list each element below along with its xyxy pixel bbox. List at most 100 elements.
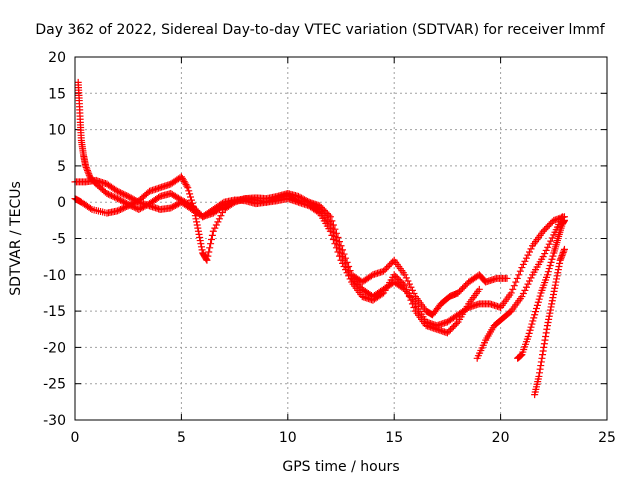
data-point [537, 358, 545, 366]
data-point [544, 243, 552, 251]
data-point [127, 202, 135, 210]
data-point [346, 275, 354, 283]
data-point [545, 265, 553, 273]
data-point [547, 219, 555, 227]
data-point [539, 351, 547, 359]
x-tick-label: 10 [279, 430, 297, 446]
data-point [536, 365, 544, 373]
data-point [329, 228, 337, 236]
data-point [334, 233, 342, 241]
chart-title: Day 362 of 2022, Sidereal Day-to-day VTE… [35, 22, 605, 38]
data-point [451, 321, 459, 329]
data-point [206, 244, 214, 252]
data-point [551, 284, 559, 292]
data-point [522, 254, 530, 262]
data-point [378, 290, 386, 298]
data-point [132, 197, 140, 205]
data-point [396, 277, 404, 285]
data-point [339, 246, 347, 254]
data-point [193, 221, 201, 229]
data-point [553, 275, 561, 283]
data-point [560, 247, 568, 255]
data-point [407, 296, 415, 304]
data-point [84, 168, 92, 176]
data-point [114, 195, 122, 203]
data-point [196, 233, 204, 241]
data-point [537, 362, 545, 370]
data-point [405, 293, 413, 301]
data-point [114, 187, 122, 195]
data-point [197, 240, 205, 248]
data-point [460, 283, 468, 291]
data-point [530, 314, 538, 322]
data-point [408, 286, 416, 294]
data-point [132, 204, 140, 212]
data-point [539, 347, 547, 355]
data-point [167, 204, 175, 212]
y-tick-label: -15 [43, 304, 66, 320]
data-point [475, 285, 483, 293]
data-point [334, 248, 342, 256]
x-tick-label: 5 [177, 430, 186, 446]
data-point [328, 231, 336, 239]
y-tick-label: 10 [48, 123, 66, 139]
data-point [462, 281, 470, 289]
data-point [381, 266, 389, 274]
grid-lines [75, 57, 607, 420]
data-point [402, 274, 410, 282]
data-point [535, 295, 543, 303]
data-point [123, 200, 131, 208]
data-point [118, 205, 126, 213]
data-point [331, 232, 339, 240]
data-point [335, 238, 343, 246]
data-point [546, 261, 554, 269]
data-point [393, 274, 401, 282]
data-point [399, 280, 407, 288]
data-point [127, 194, 135, 202]
data-point [390, 271, 398, 279]
data-point [556, 259, 564, 267]
data-point [335, 252, 343, 260]
data-point [135, 205, 143, 213]
data-point [109, 192, 117, 200]
y-tick-label: -5 [52, 232, 66, 248]
data-point [549, 252, 557, 260]
data-point [522, 283, 530, 291]
data-point [521, 286, 529, 294]
data-point [204, 252, 212, 260]
data-point [401, 271, 409, 279]
data-point [339, 259, 347, 267]
data-point [526, 326, 534, 334]
data-point [367, 272, 375, 280]
data-point [402, 285, 410, 293]
data-point [185, 187, 193, 195]
data-point [555, 263, 563, 271]
data-point [524, 251, 532, 259]
data-point [340, 263, 348, 271]
data-point [525, 248, 533, 256]
data-point [194, 227, 202, 235]
y-tick-label: -20 [43, 340, 66, 356]
plot-frame [74, 56, 608, 421]
data-point [532, 305, 540, 313]
tick-labels: 0 5 10 15 20 25 -30 -25 -20 -15 -10 -5 0 5 10 15 20 [43, 50, 616, 446]
y-tick-label: 20 [48, 50, 66, 66]
data-point [329, 236, 337, 244]
data-point [398, 279, 406, 287]
data-point [106, 191, 114, 199]
data-point [123, 192, 131, 200]
data-point [103, 189, 111, 197]
data-point [560, 245, 568, 253]
data-point [85, 170, 93, 178]
y-tick-label: -30 [43, 413, 66, 429]
data-point [207, 240, 215, 248]
data-point [187, 196, 195, 204]
data-point [532, 308, 540, 316]
data-point [130, 196, 138, 204]
data-point [519, 260, 527, 268]
data-point [329, 221, 337, 229]
data-point [83, 167, 91, 175]
data-point [446, 326, 454, 334]
y-tick-label: -25 [43, 377, 66, 393]
data-point [541, 250, 549, 258]
